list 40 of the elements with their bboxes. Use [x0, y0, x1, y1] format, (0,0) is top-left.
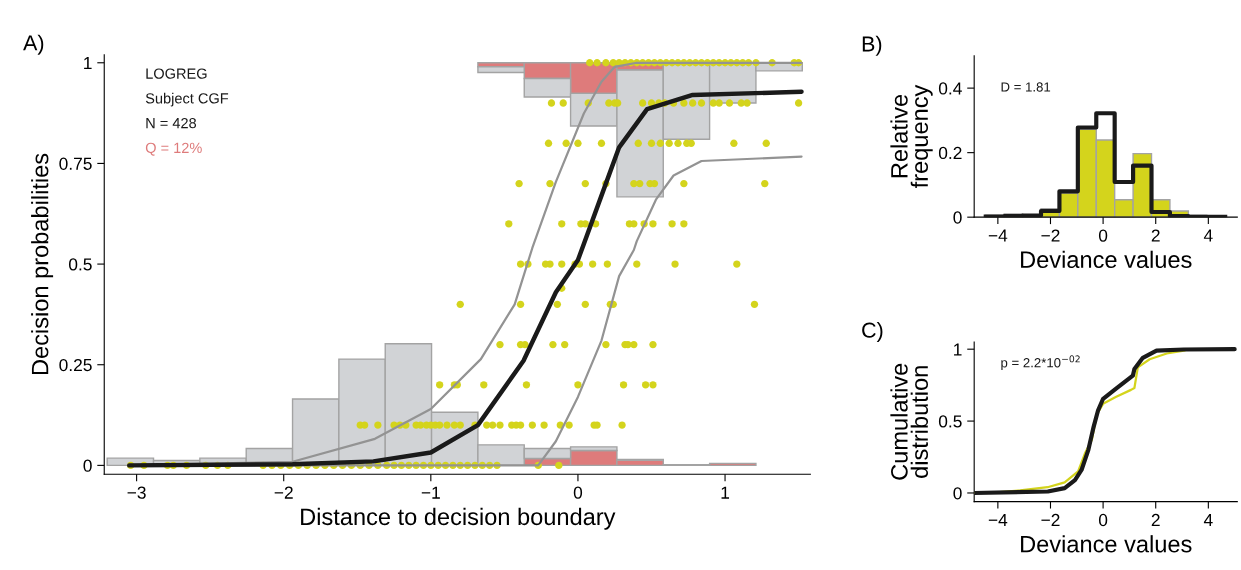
x-tick-label: −4	[988, 229, 1008, 242]
x-tick-label: 1	[721, 486, 730, 499]
chart-title: C)	[862, 321, 883, 342]
x-tick-label: −2	[1041, 229, 1060, 242]
x-tick-label: −4	[988, 514, 1008, 526]
x-tick-label: −1	[421, 486, 440, 499]
x-tick-label: 0	[573, 486, 583, 499]
x-tick-label: 0	[1098, 229, 1108, 242]
annotation: D = 1.81	[1001, 82, 1051, 92]
y-tick-label: 1	[954, 343, 962, 356]
x-tick-label: 2	[1151, 229, 1160, 242]
y-tick-label: 0.4	[938, 82, 962, 95]
x-tick-label: 4	[1203, 229, 1213, 242]
x-tick-label: 0	[1098, 513, 1108, 527]
annotation: Subject CGF	[145, 92, 229, 107]
y-tick-label: 0	[953, 211, 962, 224]
x-axis-title: Distance to decision boundary	[301, 507, 616, 530]
x-tick-label: −2	[1041, 513, 1060, 526]
y-tick-label: 0	[83, 459, 92, 472]
y-tick-label: 0.2	[938, 146, 962, 160]
annotation: N = 428	[146, 117, 197, 129]
y-axis-title: Cumulative distribution	[890, 363, 929, 480]
x-tick-label: 2	[1151, 513, 1160, 526]
y-axis-title: Relative frequency	[890, 84, 933, 189]
chart-title: B)	[862, 35, 882, 56]
x-tick-label: −3	[127, 486, 146, 499]
chart-title: A)	[23, 34, 44, 55]
x-axis-title: Deviance values	[1021, 250, 1192, 269]
annotation: Q = 12%	[145, 142, 202, 156]
x-tick-label: 4	[1203, 514, 1213, 526]
y-tick-label: 0.5	[68, 258, 92, 271]
y-tick-label: 1	[84, 57, 92, 70]
annotation: LOGREG	[146, 68, 207, 79]
y-tick-label: 0.75	[59, 157, 92, 170]
annotation: p = 2.2*10$^{−02}$	[1001, 355, 1080, 370]
x-axis-title: Deviance values	[1021, 535, 1192, 553]
y-axis-title: Decision probabilities	[31, 153, 54, 375]
y-tick-label: 0.5	[938, 415, 962, 428]
x-tick-label: −2	[274, 486, 293, 499]
y-tick-label: 0.25	[59, 358, 92, 372]
